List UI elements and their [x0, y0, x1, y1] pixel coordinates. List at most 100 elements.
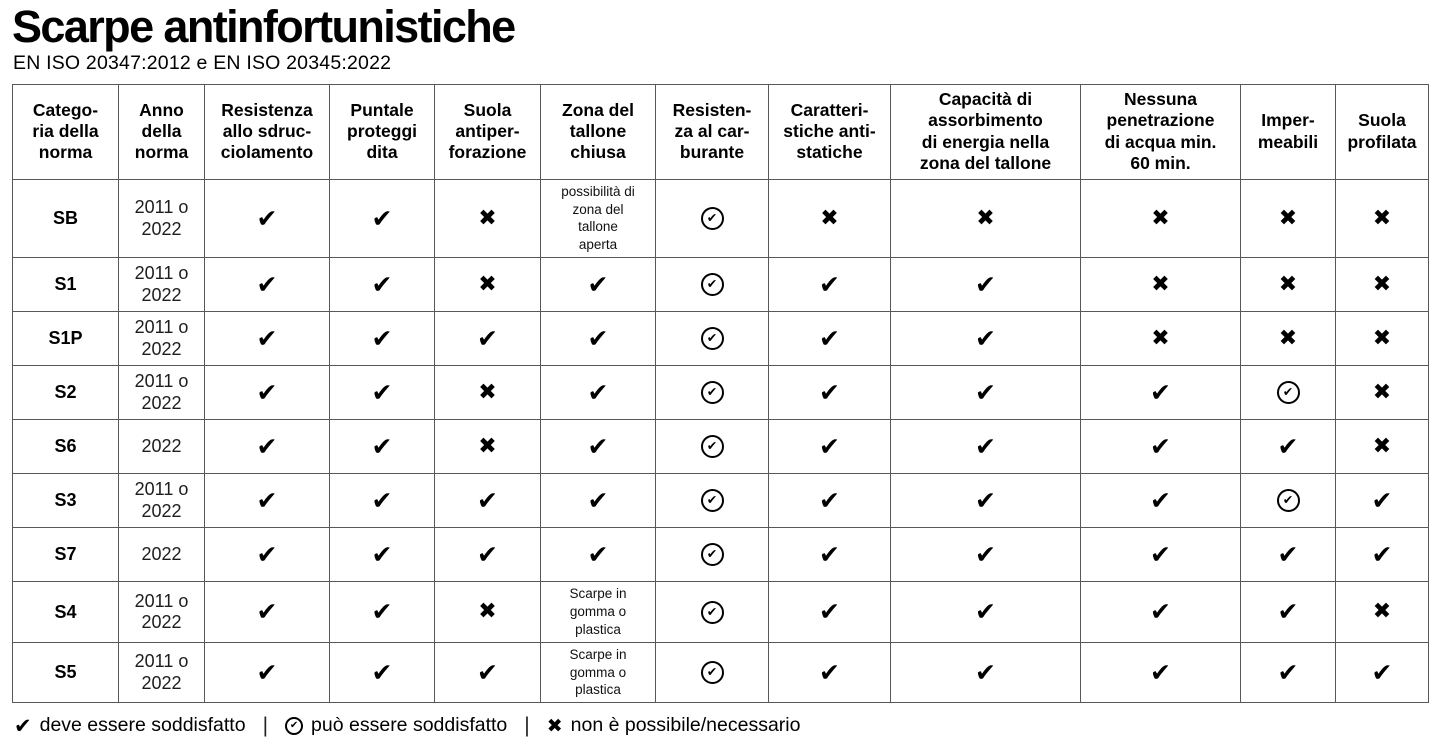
table-cell: ✔: [1240, 641, 1336, 704]
row-category: S6: [12, 419, 119, 475]
check-icon: ✔: [706, 492, 718, 508]
table-cell: ✔: [768, 365, 891, 421]
table-cell: ✔: [434, 311, 541, 367]
column-header: Suola antiper- forazione: [434, 83, 541, 180]
table-cell: ✔: [1240, 419, 1336, 475]
check-icon: ✔: [371, 431, 393, 461]
circle-check-icon: ✔: [700, 543, 724, 567]
cell-year: 2011 o 2022: [118, 311, 205, 367]
row-category: S3: [12, 473, 119, 529]
table-cell: ✔: [1335, 641, 1429, 704]
table-cell: ✔: [204, 473, 330, 529]
check-icon: ✔: [371, 485, 393, 515]
check-icon: ✔: [1277, 431, 1299, 461]
table-cell: ✔: [768, 581, 891, 643]
table-cell: ✖: [1335, 419, 1429, 475]
check-icon: ✔: [289, 720, 299, 732]
check-icon: ✔: [587, 269, 609, 299]
check-icon: ✔: [587, 323, 609, 353]
row-category: S2: [12, 365, 119, 421]
cross-icon: ✖: [1151, 325, 1170, 351]
table-cell: ✔: [768, 527, 891, 583]
table-cell: possibilità di zona del tallone aperta: [540, 178, 656, 259]
table-cell: ✔: [204, 527, 330, 583]
table-cell: ✔: [655, 257, 769, 313]
cross-icon: ✖: [1372, 325, 1392, 351]
table-cell: ✔: [329, 365, 435, 421]
table-cell: ✔: [540, 311, 656, 367]
table-cell: ✔: [434, 641, 541, 704]
table-cell: ✖: [1240, 178, 1336, 259]
table-cell: ✔: [540, 473, 656, 529]
check-icon: ✔: [477, 657, 498, 687]
table-cell: ✔: [329, 581, 435, 643]
row-category: SB: [12, 178, 119, 259]
table-cell: ✖: [1240, 311, 1336, 367]
legend-label: deve essere soddisfatto: [39, 714, 246, 737]
table-cell: ✔: [655, 527, 769, 583]
check-icon: ✔: [256, 657, 278, 687]
legend-label: non è possibile/necessario: [570, 714, 801, 737]
cross-icon: ✖: [976, 205, 995, 231]
check-icon: ✔: [256, 539, 278, 569]
table-cell: ✔: [329, 257, 435, 313]
table-cell: ✖: [434, 257, 541, 313]
check-icon: ✔: [975, 597, 996, 627]
legend-item: ✖ non è possibile/necessario: [547, 714, 801, 737]
table-cell: ✔: [540, 527, 656, 583]
check-icon: ✔: [1150, 657, 1171, 687]
table-cell: ✖: [434, 178, 541, 259]
check-icon: ✔: [1150, 431, 1171, 461]
table-cell: ✔: [890, 419, 1081, 475]
table-cell: ✔: [204, 419, 330, 475]
circle-check-icon: ✔: [700, 435, 724, 459]
column-header: Imper- meabili: [1240, 83, 1336, 180]
table-cell: ✔: [540, 365, 656, 421]
check-icon: ✔: [819, 485, 840, 515]
check-icon: ✔: [371, 377, 393, 407]
cross-icon: ✖: [478, 271, 497, 297]
column-header: Suola profilata: [1335, 83, 1429, 180]
check-icon: ✔: [1282, 492, 1294, 508]
table-cell: ✔: [329, 311, 435, 367]
table-cell: ✔: [329, 527, 435, 583]
cross-icon: ✖: [1278, 325, 1298, 351]
cell-year: 2011 o 2022: [118, 178, 205, 259]
table-cell: ✔: [890, 641, 1081, 704]
table-cell: ✔: [204, 178, 330, 259]
check-icon: ✔: [477, 539, 498, 569]
table-cell: ✔: [434, 473, 541, 529]
table-cell: ✔: [655, 178, 769, 259]
legend-item: ✔ deve essere soddisfatto: [14, 714, 246, 737]
table-cell: ✖: [1335, 581, 1429, 643]
legend-item: ✔ può essere soddisfatto: [285, 714, 507, 737]
check-icon: ✔: [1150, 539, 1171, 569]
check-icon: ✔: [587, 485, 609, 515]
cross-icon: ✖: [1372, 599, 1392, 625]
cross-icon: ✖: [1372, 433, 1392, 459]
cell-year: 2011 o 2022: [118, 257, 205, 313]
check-icon: ✔: [1150, 597, 1171, 627]
table-cell: ✔: [655, 473, 769, 529]
table-row: SB 2011 o 2022 ✔ ✔ ✖ possibilità di zona del …: [12, 178, 1429, 259]
header-row: Catego- ria della norma Anno della norma R…: [12, 83, 1429, 180]
table-cell: ✔: [1080, 473, 1241, 529]
check-icon: ✔: [706, 664, 718, 680]
check-icon: ✔: [256, 377, 278, 407]
table-cell: ✔: [1080, 641, 1241, 704]
row-category: S7: [12, 527, 119, 583]
page-title: Scarpe antinfortunistiche: [12, 1, 516, 52]
check-icon: ✔: [706, 603, 718, 619]
column-header: Nessuna penetrazione di acqua min. 60 mi…: [1080, 83, 1241, 180]
circle-check-icon: ✔: [700, 381, 724, 405]
table-cell: ✔: [204, 257, 330, 313]
cross-icon: ✖: [820, 205, 839, 231]
table-cell: ✔: [329, 178, 435, 259]
table-cell: ✔: [890, 473, 1081, 529]
table-cell: ✔: [1240, 581, 1336, 643]
cell-year: 2022: [118, 527, 205, 583]
table-cell: ✖: [1240, 257, 1336, 313]
table-cell: ✔: [655, 419, 769, 475]
table-cell: ✔: [204, 641, 330, 704]
table-cell: ✔: [655, 311, 769, 367]
